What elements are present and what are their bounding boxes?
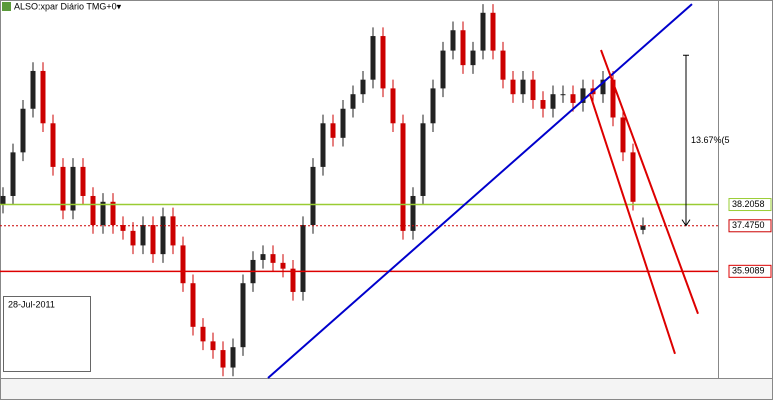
- price-tag-label: 38.2058: [732, 199, 765, 209]
- arrow-head: [681, 219, 691, 227]
- candle-body: [200, 326, 206, 342]
- candle-body: [100, 201, 106, 226]
- candle-body: [460, 30, 466, 66]
- candle-body: [220, 350, 226, 368]
- candle-body: [190, 283, 196, 327]
- candle-body: [340, 108, 346, 138]
- candle-body: [390, 88, 396, 124]
- candle-body: [480, 12, 486, 51]
- candle-body: [310, 166, 316, 226]
- candle-body: [540, 100, 546, 109]
- candle-body: [530, 79, 536, 101]
- candle-body: [620, 117, 626, 153]
- trend-line: [600, 49, 699, 315]
- marks: [0, 4, 646, 377]
- candle-body: [500, 50, 506, 80]
- price-tag-label: 35.9089: [732, 266, 765, 276]
- candle-body: [420, 123, 426, 196]
- candle-body: [20, 108, 26, 153]
- candle-body: [260, 254, 266, 260]
- candle-body: [380, 36, 386, 89]
- candle-body: [150, 225, 156, 255]
- measure-label: 13.67%(5: [691, 135, 730, 145]
- candle-body: [70, 166, 76, 211]
- candle-body: [430, 88, 436, 124]
- candle-body: [280, 262, 286, 269]
- chart-title: ALSO:xpar Diário TMG+0▾: [14, 1, 122, 11]
- candle-body: [360, 79, 366, 95]
- candle-body: [110, 201, 116, 226]
- candle-body: [60, 166, 66, 211]
- candle-body: [470, 50, 476, 66]
- x-axis-panel: [0, 378, 773, 400]
- candle-body: [640, 225, 646, 230]
- candle-body: [440, 50, 446, 89]
- candle-body: [50, 123, 56, 167]
- candle-body: [600, 79, 606, 95]
- candle-body: [80, 166, 86, 196]
- candle-body: [40, 70, 46, 124]
- candle-body: [330, 123, 336, 138]
- symbol-icon: [2, 2, 11, 11]
- candle-body: [140, 225, 146, 246]
- candle-body: [320, 123, 326, 167]
- candle-body: [610, 79, 616, 118]
- trend-line: [589, 93, 676, 355]
- candle-body: [580, 88, 586, 103]
- candle-body: [30, 70, 36, 109]
- candle-body: [370, 36, 376, 80]
- candle-body: [510, 79, 516, 95]
- candle-body: [180, 245, 186, 284]
- candle-body: [270, 254, 276, 263]
- candle-body: [300, 225, 306, 292]
- price-tag: [728, 264, 772, 278]
- candle-body: [160, 216, 166, 255]
- price-tag: [728, 219, 772, 233]
- candle-body: [240, 283, 246, 348]
- info-date: 28-Jul-2011: [8, 299, 55, 309]
- candle-body: [410, 195, 416, 231]
- candle-body: [450, 30, 456, 51]
- candle-body: [560, 94, 566, 96]
- plot-area: [0, 0, 719, 379]
- candle-body: [0, 195, 6, 205]
- candle-body: [210, 341, 216, 351]
- candle-body: [170, 216, 176, 246]
- candle-body: [130, 230, 136, 246]
- info-box: [3, 296, 91, 372]
- candle-body: [490, 12, 496, 51]
- candle-body: [630, 152, 636, 202]
- candle-body: [350, 94, 356, 109]
- candle-body: [230, 347, 236, 368]
- candle-body: [90, 195, 96, 226]
- candle-body: [10, 152, 16, 196]
- candle-body: [550, 94, 556, 109]
- candle-body: [120, 225, 126, 231]
- candle-body: [570, 94, 576, 103]
- price-tag: [728, 198, 772, 212]
- candle-body: [520, 79, 526, 95]
- candle-body: [400, 123, 406, 231]
- trend-line: [267, 3, 693, 379]
- overlays: [0, 3, 718, 379]
- y-axis-panel: [718, 0, 773, 379]
- candle-body: [290, 268, 296, 292]
- price-tag-label: 37.4750: [732, 220, 765, 230]
